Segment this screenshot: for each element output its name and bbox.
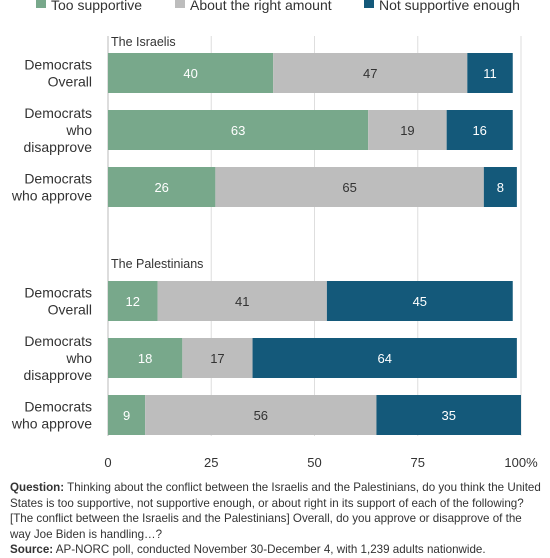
category-label: Democrats who disapprove <box>24 333 93 383</box>
data-label: 12 <box>126 294 140 309</box>
category-label: Democrats who approve <box>11 399 92 432</box>
bar-row: Democrats Overall 40 47 11 <box>24 53 513 93</box>
chart-notes: Question: Thinking about the conflict be… <box>10 480 542 558</box>
data-label: 56 <box>254 408 268 423</box>
category-label: Democrats Overall <box>24 285 92 318</box>
bar-segment-1 <box>145 395 377 435</box>
bar-segment-0 <box>108 395 146 435</box>
x-tick-label: 25 <box>204 455 218 470</box>
x-tick-label: 75 <box>411 455 425 470</box>
data-label: 41 <box>235 294 249 309</box>
data-label: 35 <box>441 408 455 423</box>
bar-segment-0 <box>108 167 216 207</box>
bar-segment-0 <box>108 281 158 321</box>
category-label: Democrats who disapprove <box>24 105 93 155</box>
stacked-bar-chart: Too supportive About the right amount Not … <box>11 0 538 470</box>
data-label: 16 <box>472 123 486 138</box>
legend-swatch-2 <box>364 0 374 8</box>
bar-segment-1 <box>368 110 447 150</box>
bar-row: Democrats who disapprove 63 19 16 <box>24 105 513 155</box>
bar-segment-0 <box>108 53 274 93</box>
bar-segment-1 <box>157 281 327 321</box>
data-label: 47 <box>363 66 377 81</box>
x-tick-label: 50 <box>307 455 321 470</box>
data-label: 9 <box>123 408 130 423</box>
question-text: Thinking about the conflict between the … <box>10 481 541 541</box>
category-label: Democrats who approve <box>11 171 92 204</box>
data-label: 40 <box>183 66 197 81</box>
question-note: Question: Thinking about the conflict be… <box>10 480 542 542</box>
x-tick-label: 100% <box>504 455 538 470</box>
legend: Too supportive About the right amount Not … <box>36 0 520 13</box>
bar-segment-2 <box>326 281 513 321</box>
data-label: 26 <box>154 180 168 195</box>
data-label: 18 <box>138 351 152 366</box>
data-label: 17 <box>210 351 224 366</box>
data-label: 64 <box>377 351 391 366</box>
group-title: The Palestinians <box>111 257 203 271</box>
data-label: 11 <box>483 66 497 81</box>
bar-segment-0 <box>108 338 183 378</box>
legend-label-0: Too supportive <box>51 0 142 13</box>
question-label: Question: <box>10 481 65 494</box>
legend-label-1: About the right amount <box>190 0 332 13</box>
bar-segment-0 <box>108 110 369 150</box>
data-label: 19 <box>400 123 414 138</box>
group-title: The Israelis <box>111 35 176 49</box>
category-label: Democrats Overall <box>24 57 92 90</box>
bar-segment-2 <box>483 167 517 207</box>
data-label: 65 <box>342 180 356 195</box>
bar-row: Democrats who approve 9 56 35 <box>11 395 521 435</box>
bar-segment-2 <box>252 338 517 378</box>
legend-label-2: Not supportive enough <box>379 0 520 13</box>
x-axis: 0 25 50 75 100% <box>104 455 538 470</box>
legend-swatch-1 <box>175 0 185 8</box>
data-label: 45 <box>413 294 427 309</box>
x-tick-label: 0 <box>104 455 111 470</box>
bar-segment-1 <box>182 338 253 378</box>
bar-row: Democrats who approve 26 65 8 <box>11 167 517 207</box>
bar-segment-1 <box>273 53 468 93</box>
bar-row: Democrats who disapprove 18 17 64 <box>24 333 517 383</box>
bar-segment-1 <box>215 167 484 207</box>
data-label: 63 <box>231 123 245 138</box>
bar-segment-2 <box>446 110 513 150</box>
bar-segment-2 <box>467 53 513 93</box>
data-label: 8 <box>497 180 504 195</box>
bar-segment-2 <box>376 395 521 435</box>
bar-row: Democrats Overall 12 41 45 <box>24 281 513 321</box>
legend-swatch-0 <box>36 0 46 8</box>
